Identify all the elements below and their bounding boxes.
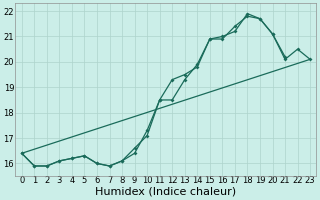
X-axis label: Humidex (Indice chaleur): Humidex (Indice chaleur) [95,187,236,197]
